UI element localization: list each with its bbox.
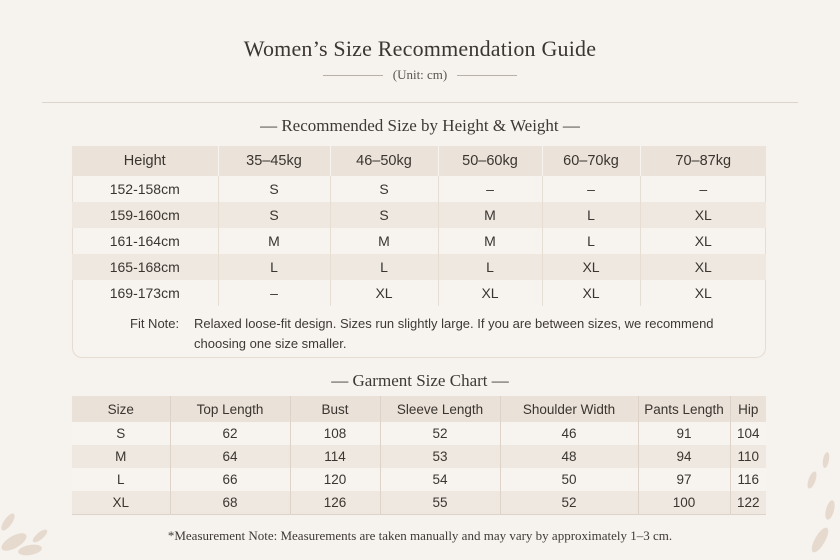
table-cell: M: [438, 228, 543, 254]
table-cell: 54: [380, 468, 501, 491]
table-cell: L: [330, 254, 439, 280]
header-weight-3: 50–60kg: [438, 146, 543, 176]
table-cell: –: [699, 181, 708, 197]
section-title-garment: — Garment Size Chart —: [331, 371, 509, 390]
recommended-size-table: Height 35–45kg 46–50kg 50–60kg 60–70kg 7…: [72, 146, 766, 306]
measurement-note: *Measurement Note: Measurements are take…: [167, 528, 673, 543]
table-cell: 48: [500, 445, 639, 468]
table-cell: S: [218, 176, 331, 202]
table-cell: 104: [730, 422, 766, 445]
table-cell: 53: [380, 445, 501, 468]
table-cell: 66: [170, 468, 291, 491]
table-cell: XL: [542, 254, 641, 280]
garment-size-table: Size Top Length Bust Sleeve Length Shoul…: [72, 396, 766, 515]
unit-line-right: [457, 74, 518, 76]
header-weight-4: 60–70kg: [542, 146, 641, 176]
table-row: L 66 120 54 50 97 116: [72, 468, 766, 491]
table-cell: M: [438, 202, 543, 228]
table-cell: L: [72, 468, 171, 491]
table-cell: XL: [72, 491, 171, 515]
table-row: 159-160cm S S M L XL: [72, 202, 766, 228]
table-row: M 64 114 53 48 94 110: [72, 445, 766, 468]
header-pants-length: Pants Length: [638, 396, 731, 422]
header-hip: Hip: [730, 396, 766, 422]
table-cell: XL: [694, 233, 712, 249]
table-cell: M: [218, 228, 331, 254]
table-cell: M: [72, 445, 171, 468]
table-cell: 161-164cm: [72, 228, 219, 254]
table-cell: XL: [438, 280, 543, 306]
header-shoulder-width: Shoulder Width: [500, 396, 639, 422]
table-cell: 126: [290, 491, 381, 515]
header-weight-5: 70–87kg: [640, 146, 766, 176]
table-cell: 62: [170, 422, 291, 445]
header-weight-1: 35–45kg: [218, 146, 331, 176]
table-header-row: Size Top Length Bust Sleeve Length Shoul…: [72, 396, 766, 422]
page-title: Women’s Size Recommendation Guide: [243, 36, 597, 61]
table-cell: –: [542, 176, 641, 202]
table-row: 169-173cm – XL XL XL XL: [72, 280, 766, 306]
unit-line-left: [322, 74, 383, 76]
table-cell: 64: [170, 445, 291, 468]
table-header-row: Height 35–45kg 46–50kg 50–60kg 60–70kg 7…: [72, 146, 766, 176]
header-bust: Bust: [290, 396, 381, 422]
table-cell: 114: [290, 445, 381, 468]
table-cell: 50: [500, 468, 639, 491]
table-cell: 169-173cm: [72, 280, 219, 306]
dried-flower-decoration-left: [1, 513, 48, 556]
unit-label: (Unit: cm): [392, 67, 448, 82]
table-cell: 55: [380, 491, 501, 515]
table-cell: M: [330, 228, 439, 254]
table-cell: S: [218, 202, 331, 228]
table-cell: XL: [542, 280, 641, 306]
table-cell: XL: [640, 202, 766, 228]
table-cell: S: [330, 176, 439, 202]
table-cell: 110: [730, 445, 766, 468]
table-cell: 91: [638, 422, 731, 445]
table-cell: 116: [730, 468, 766, 491]
table-cell: L: [438, 254, 543, 280]
table-row: 161-164cm M M M L XL: [72, 228, 766, 254]
fit-note-label: Fit Note:: [130, 316, 180, 331]
table-cell: –: [438, 176, 543, 202]
table-row: 152-158cm S S – – –: [72, 176, 766, 202]
table-cell: S: [72, 422, 171, 445]
table-cell: 94: [638, 445, 731, 468]
table-cell: 52: [380, 422, 501, 445]
table-cell: 122: [730, 491, 766, 515]
table-cell: –: [218, 280, 331, 306]
table-cell: 100: [638, 491, 731, 515]
table-cell: XL: [330, 280, 439, 306]
table-cell: XL: [640, 254, 766, 280]
table-cell: 165-168cm: [72, 254, 219, 280]
table-cell: 108: [290, 422, 381, 445]
table-cell: 46: [500, 422, 639, 445]
table-cell: 152-158cm: [72, 176, 219, 202]
header-top-length: Top Length: [170, 396, 291, 422]
table-cell: 159-160cm: [72, 202, 219, 228]
header-size: Size: [72, 396, 171, 422]
dried-flower-decoration-right: [807, 452, 835, 553]
header-divider: [42, 102, 798, 103]
table-cell: XL: [694, 285, 712, 301]
table-row: XL 68 126 55 52 100 122: [72, 491, 766, 515]
table-row: S 62 108 52 46 91 104: [72, 422, 766, 445]
table-cell: 68: [170, 491, 291, 515]
table-cell: L: [542, 228, 641, 254]
table-row: 165-168cm L L L XL XL: [72, 254, 766, 280]
table-cell: S: [330, 202, 439, 228]
section-title-recommended: — Recommended Size by Height & Weight —: [260, 116, 580, 135]
fit-note-text: Relaxed loose-fit design. Sizes run slig…: [194, 316, 714, 351]
table-cell: 97: [638, 468, 731, 491]
header-weight-2: 46–50kg: [330, 146, 439, 176]
header-height: Height: [72, 146, 219, 176]
table-cell: L: [542, 202, 641, 228]
unit-row: (Unit: cm): [0, 67, 840, 83]
table-cell: 120: [290, 468, 381, 491]
table-cell: L: [218, 254, 331, 280]
header-sleeve-length: Sleeve Length: [380, 396, 501, 422]
table-cell: 52: [500, 491, 639, 515]
